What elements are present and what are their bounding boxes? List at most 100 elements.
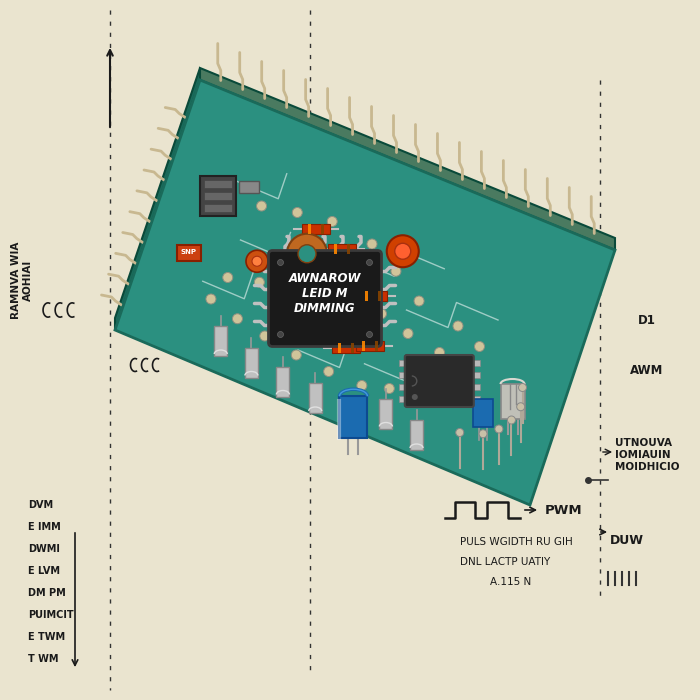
Text: DM PM: DM PM bbox=[28, 588, 66, 598]
Bar bbox=[472, 384, 480, 390]
Circle shape bbox=[291, 350, 301, 360]
Text: AWM: AWM bbox=[630, 363, 664, 377]
Circle shape bbox=[298, 261, 308, 271]
Bar bbox=[204, 180, 232, 188]
Circle shape bbox=[391, 266, 401, 276]
Circle shape bbox=[254, 277, 265, 287]
Bar bbox=[363, 342, 365, 351]
Text: E TWM: E TWM bbox=[28, 632, 65, 642]
Bar bbox=[214, 326, 228, 356]
Circle shape bbox=[298, 245, 316, 262]
Circle shape bbox=[456, 428, 463, 437]
Bar bbox=[359, 291, 387, 301]
Circle shape bbox=[519, 384, 526, 391]
Circle shape bbox=[223, 272, 232, 283]
Circle shape bbox=[256, 201, 267, 211]
Bar bbox=[328, 244, 356, 253]
Bar bbox=[399, 384, 407, 390]
Circle shape bbox=[277, 332, 284, 337]
Bar bbox=[204, 204, 232, 212]
Text: A.115 N: A.115 N bbox=[490, 577, 531, 587]
Text: AWNAROW
LEID M
DIMMING: AWNAROW LEID M DIMMING bbox=[288, 272, 361, 315]
Bar bbox=[399, 360, 407, 366]
Text: D1: D1 bbox=[638, 314, 656, 326]
Circle shape bbox=[414, 296, 424, 306]
Text: E LVM: E LVM bbox=[28, 566, 60, 576]
Circle shape bbox=[323, 367, 334, 377]
Bar bbox=[472, 360, 480, 366]
Text: PUIMCIT: PUIMCIT bbox=[28, 610, 74, 620]
Text: DVM: DVM bbox=[28, 500, 53, 510]
Text: PULS WGIDTH RU GIH: PULS WGIDTH RU GIH bbox=[460, 537, 573, 547]
Bar bbox=[365, 291, 368, 301]
Text: DUW: DUW bbox=[610, 533, 644, 547]
Bar bbox=[356, 342, 384, 351]
Circle shape bbox=[331, 261, 341, 271]
Bar bbox=[410, 420, 423, 450]
Circle shape bbox=[412, 394, 418, 400]
Circle shape bbox=[386, 235, 419, 267]
Bar bbox=[472, 396, 480, 402]
Text: T WM: T WM bbox=[28, 654, 59, 664]
Text: ANGALOW
SINGRAIL: ANGALOW SINGRAIL bbox=[148, 259, 212, 281]
Circle shape bbox=[436, 385, 446, 396]
Circle shape bbox=[517, 402, 525, 411]
Bar bbox=[399, 396, 407, 402]
Bar bbox=[379, 398, 393, 428]
Circle shape bbox=[377, 309, 386, 318]
Bar bbox=[204, 192, 232, 200]
Polygon shape bbox=[115, 68, 200, 330]
Bar bbox=[399, 372, 407, 378]
Text: RAMNVA WIA
AOHIAI: RAMNVA WIA AOHIAI bbox=[11, 241, 33, 318]
Bar bbox=[473, 399, 494, 427]
Circle shape bbox=[327, 216, 337, 227]
Circle shape bbox=[252, 256, 262, 266]
Bar bbox=[177, 244, 201, 260]
Bar bbox=[351, 342, 354, 353]
Text: PSWN: PSWN bbox=[215, 315, 253, 325]
Circle shape bbox=[475, 342, 484, 351]
Bar bbox=[276, 367, 289, 396]
Circle shape bbox=[357, 381, 367, 391]
Circle shape bbox=[479, 430, 487, 438]
Circle shape bbox=[367, 260, 372, 265]
Bar bbox=[378, 291, 382, 301]
FancyBboxPatch shape bbox=[269, 251, 382, 346]
Text: DWMI: DWMI bbox=[28, 544, 60, 554]
Text: PWM: PWM bbox=[545, 503, 582, 517]
Circle shape bbox=[367, 239, 377, 249]
Polygon shape bbox=[115, 80, 615, 505]
Text: SNP: SNP bbox=[181, 249, 197, 256]
Circle shape bbox=[508, 416, 515, 424]
Circle shape bbox=[287, 234, 327, 274]
Circle shape bbox=[403, 328, 413, 339]
Circle shape bbox=[277, 260, 284, 265]
FancyBboxPatch shape bbox=[405, 355, 474, 407]
Bar bbox=[302, 224, 330, 234]
Circle shape bbox=[206, 294, 216, 304]
Circle shape bbox=[367, 332, 372, 337]
Text: UTNOUVA
IOMIAUIN
MOIDHICIO: UTNOUVA IOMIAUIN MOIDHICIO bbox=[615, 438, 680, 472]
Bar bbox=[239, 181, 259, 192]
Bar bbox=[472, 372, 480, 378]
Bar bbox=[334, 244, 337, 253]
Bar bbox=[338, 342, 342, 353]
Bar bbox=[332, 342, 360, 353]
Bar bbox=[375, 342, 379, 351]
Bar bbox=[500, 384, 524, 419]
Text: E IMM: E IMM bbox=[28, 522, 61, 532]
Text: LCLILIMIG
SIRMON: LCLILIMIG SIRMON bbox=[295, 144, 356, 166]
Bar bbox=[340, 396, 368, 438]
Bar bbox=[307, 224, 311, 234]
Circle shape bbox=[260, 331, 270, 341]
Circle shape bbox=[232, 314, 242, 323]
Circle shape bbox=[412, 386, 421, 396]
Circle shape bbox=[395, 244, 411, 259]
Bar bbox=[199, 176, 235, 216]
Circle shape bbox=[384, 384, 394, 393]
Bar bbox=[245, 347, 258, 377]
Text: DNL LACTP UATIY: DNL LACTP UATIY bbox=[460, 557, 550, 567]
Circle shape bbox=[293, 207, 302, 218]
Bar bbox=[321, 224, 323, 234]
Circle shape bbox=[435, 347, 444, 358]
